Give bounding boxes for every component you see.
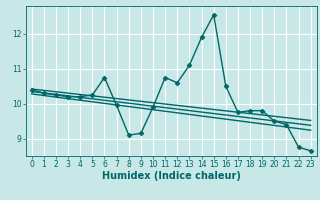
X-axis label: Humidex (Indice chaleur): Humidex (Indice chaleur) bbox=[102, 171, 241, 181]
